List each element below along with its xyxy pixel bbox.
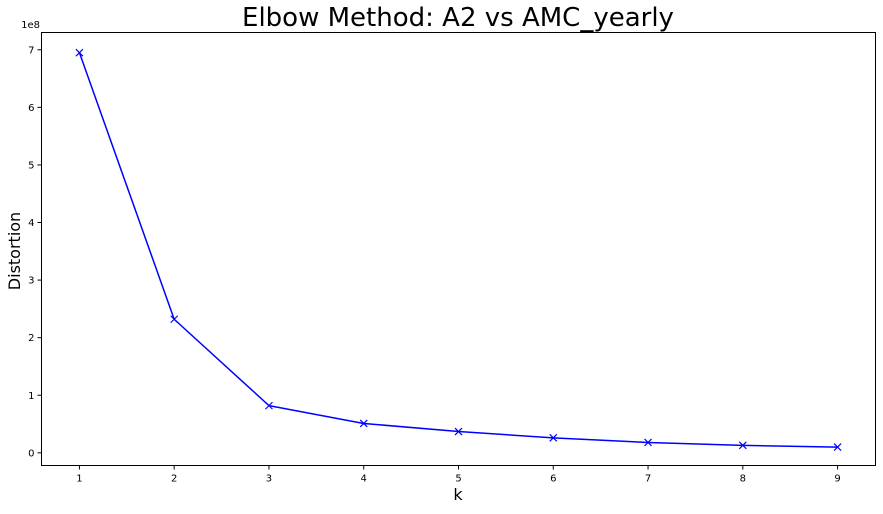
y-tick-label: 4 [28,218,34,229]
x-tick-label: 1 [76,474,82,485]
y-tick-label: 2 [28,333,34,344]
y-axis-label: Distortion [5,212,24,290]
marker-stroke [833,443,842,451]
y-tick-label: 3 [28,276,34,287]
data-point-x-marker [644,438,652,447]
data-point-x-marker [75,48,84,57]
x-tick-label: 5 [455,474,461,485]
data-point-x-marker [833,443,842,451]
y-tick-label: 5 [28,160,34,171]
marker-stroke [549,433,558,442]
x-tick-label: 2 [171,474,177,485]
data-point-x-marker [170,315,179,324]
marker-stroke [644,438,652,447]
data-point-x-marker [549,433,558,442]
data-point-x-marker [265,401,273,410]
x-tick-label: 9 [834,474,840,485]
x-tick-label: 8 [740,474,746,485]
data-point-x-marker [359,419,368,428]
data-point-x-marker [454,427,463,436]
x-tick-label: 7 [645,474,651,485]
y-tick-label: 0 [28,448,34,459]
marker-stroke [170,315,179,324]
marker-stroke [359,419,368,428]
x-tick-label: 6 [550,474,556,485]
marker-stroke [265,401,273,410]
plot-area-frame [41,32,876,466]
axis-ticks: 1 2 3 4 5 6 7 8 9 0 1 2 3 4 5 6 7 [28,45,841,484]
y-tick-label: 1 [28,391,34,402]
data-point-x-marker [738,441,747,450]
series-line [78,52,838,448]
series-layer [75,48,842,451]
marker-stroke [454,427,463,436]
marker-stroke [738,441,747,450]
marker-stroke [75,48,84,57]
y-axis-offset-label: 1e8 [21,20,40,31]
y-tick-label: 6 [28,103,34,114]
x-tick-label: 3 [266,474,272,485]
x-axis-label: k [453,485,463,504]
chart-title: Elbow Method: A2 vs AMC_yearly [242,3,674,33]
y-tick-label: 7 [28,45,34,56]
x-tick-label: 4 [361,474,367,485]
